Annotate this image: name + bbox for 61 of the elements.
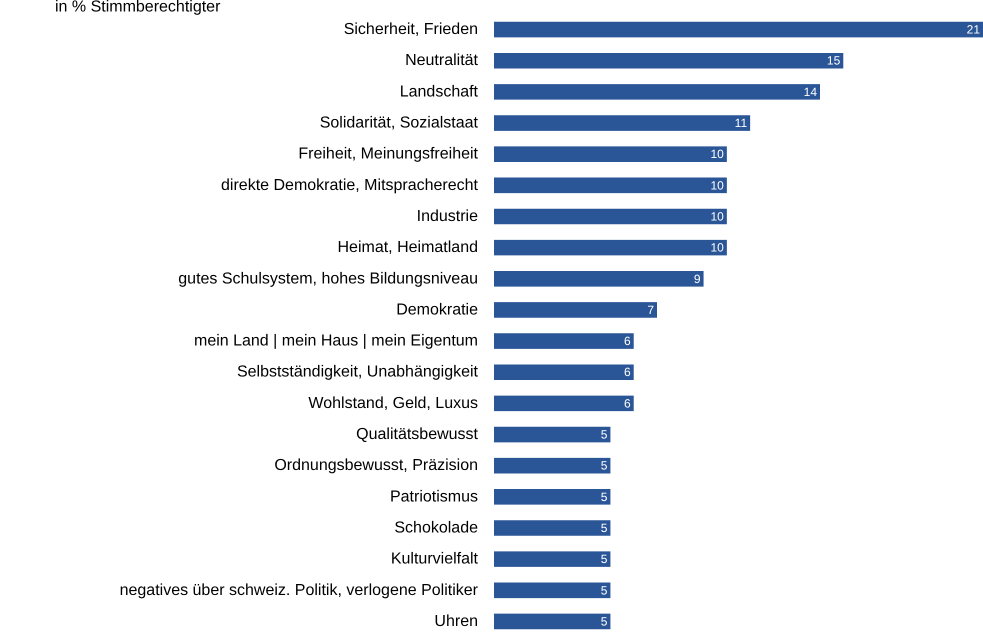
y-tick-label: Sicherheit, Frieden (344, 21, 478, 38)
bar (494, 208, 727, 224)
data-label: 10 (710, 209, 724, 224)
data-label: 21 (966, 22, 980, 37)
data-label: 5 (600, 490, 608, 504)
data-label: 6 (624, 396, 632, 410)
bar (494, 178, 727, 194)
data-label: 5 (600, 552, 608, 566)
y-tick-label: Landschaft (400, 83, 479, 100)
data-label: 10 (710, 147, 724, 162)
bar (494, 520, 610, 536)
bar (494, 22, 983, 38)
bar (494, 84, 820, 100)
data-label: 5 (600, 458, 608, 473)
bar (494, 333, 634, 349)
y-tick-label: Selbstständigkeit, Unabhängigkeit (236, 364, 479, 381)
y-tick-label: gutes Schulsystem, hohes Bildungsniveau (178, 270, 478, 288)
bar (494, 458, 610, 474)
data-label: 7 (647, 302, 654, 317)
bar (494, 52, 844, 69)
data-label: 5 (600, 614, 608, 628)
y-tick-label: Schokolade (394, 519, 478, 536)
y-tick-label: Industrie (416, 208, 478, 225)
bar (494, 146, 727, 162)
y-tick-label: Neutralität (405, 52, 479, 70)
data-label: 10 (710, 240, 724, 255)
y-tick-label: Uhren (434, 612, 478, 630)
data-label: 9 (694, 272, 701, 286)
y-tick-label: Kulturvielfalt (390, 550, 479, 568)
bar (494, 270, 704, 287)
y-tick-label: Heimat, Heimatland (338, 239, 478, 256)
y-tick-label: Qualitätsbewusst (356, 426, 479, 444)
bar (494, 302, 657, 318)
y-tick-label: Wohlstand, Geld, Luxus (308, 394, 478, 412)
text: in % Stimmberechtigter (55, 0, 222, 16)
bar (494, 115, 750, 131)
data-label: 5 (600, 428, 608, 442)
bar (494, 396, 634, 412)
y-tick-label: mein Land | mein Haus | mein Eigentum (194, 332, 478, 350)
data-label: 6 (624, 365, 632, 380)
bar (494, 551, 610, 567)
data-label: 6 (624, 334, 632, 348)
y-tick-label: negatives über schweiz. Politik, verlogene Politiker (120, 582, 479, 599)
data-label: 11 (734, 116, 748, 130)
y-tick-label: Demokratie (396, 301, 478, 318)
bar (494, 364, 634, 380)
y-tick-label: direkte Demokratie, Mitspracherecht (221, 176, 479, 194)
data-label: 14 (804, 84, 818, 99)
data-label: 10 (710, 178, 724, 192)
data-label: 5 (600, 583, 608, 598)
data-label: 5 (600, 520, 608, 535)
y-tick-label: Patriotismus (390, 488, 478, 506)
y-tick-label: Solidarität, Sozialstaat (320, 114, 479, 132)
y-tick-label: Ordnungsbewusst, Präzision (274, 457, 478, 474)
bar (494, 426, 610, 442)
bar (494, 614, 610, 630)
y-tick-label: Freiheit, Meinungsfreiheit (298, 146, 479, 163)
bar (494, 489, 610, 505)
bar (494, 240, 727, 256)
bar (494, 582, 610, 598)
data-label: 15 (826, 54, 841, 68)
